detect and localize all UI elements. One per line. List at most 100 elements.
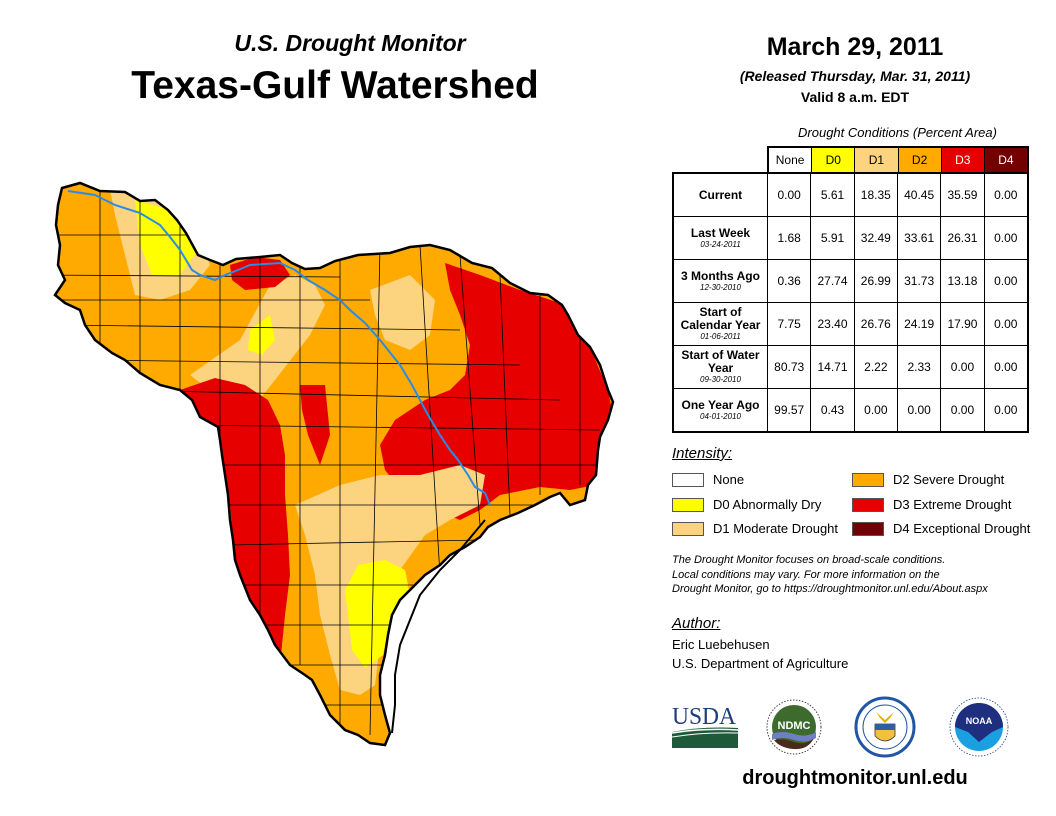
table-cell: 32.49 xyxy=(855,217,898,259)
svg-text:NDMC: NDMC xyxy=(778,720,811,732)
table-cell: 17.90 xyxy=(941,303,985,345)
legend-label: D0 Abnormally Dry xyxy=(713,497,822,512)
table-cell: 24.19 xyxy=(898,303,942,345)
legend-item-d3: D3 Extreme Drought xyxy=(852,497,1012,512)
drought-conditions-table: None D0 D1 D2 D3 D4 Current 0.00 5.61 18… xyxy=(672,146,1029,433)
svg-text:NOAA: NOAA xyxy=(966,716,993,726)
disclaimer-note: The Drought Monitor focuses on broad-sca… xyxy=(672,553,1042,597)
table-cell: 26.31 xyxy=(941,217,985,259)
legend-item-none: None xyxy=(672,472,744,487)
row-header: Start of Calendar Year 01-06-2011 xyxy=(674,303,768,345)
table-body: Current 0.00 5.61 18.35 40.45 35.59 0.00… xyxy=(672,172,1029,433)
legend-label: None xyxy=(713,472,745,487)
table-cell: 40.45 xyxy=(898,174,942,216)
legend-label: D2 Severe Drought xyxy=(893,472,1005,487)
table-row: Start of Calendar Year 01-06-2011 7.75 23… xyxy=(674,303,1027,346)
table-caption: Drought Conditions (Percent Area) xyxy=(798,125,997,140)
column-header-d3: D3 xyxy=(941,148,985,172)
column-header-d4: D4 xyxy=(984,148,1028,172)
legend-item-d0: D0 Abnormally Dry xyxy=(672,497,821,512)
table-cell: 0.00 xyxy=(994,317,1018,331)
legend-title: Intensity: xyxy=(672,445,733,462)
legend-item-d2: D2 Severe Drought xyxy=(852,472,1004,487)
table-cell: 0.00 xyxy=(994,231,1018,245)
table-cell: 0.00 xyxy=(941,346,985,388)
website-url[interactable]: droughtmonitor.unl.edu xyxy=(742,767,968,789)
legend-swatch xyxy=(672,472,704,487)
table-cell: 5.91 xyxy=(811,217,855,259)
row-date: 04-01-2010 xyxy=(700,411,741,421)
row-header: Start of Water Year 09-30-2010 xyxy=(674,346,768,388)
table-cell: 13.18 xyxy=(941,260,985,302)
column-header-d0: D0 xyxy=(812,148,856,172)
table-cell: 0.00 xyxy=(994,360,1018,374)
d3-area-west xyxy=(180,378,290,665)
table-cell: 99.57 xyxy=(768,389,812,431)
row-header: One Year Ago 04-01-2010 xyxy=(674,389,768,431)
river-line xyxy=(67,190,491,506)
ndmc-logo: NDMC xyxy=(766,699,822,755)
map-title: Texas-Gulf Watershed xyxy=(131,64,539,107)
table-cell: 0.00 xyxy=(994,188,1018,202)
column-header-d1: D1 xyxy=(855,148,899,172)
row-label: Last Week xyxy=(690,225,751,240)
legend-item-d4: D4 Exceptional Drought xyxy=(852,521,1030,536)
row-header: 3 Months Ago 12-30-2010 xyxy=(674,260,768,302)
drought-map xyxy=(53,181,615,747)
row-date: 09-30-2010 xyxy=(700,375,741,384)
table-cell: 0.36 xyxy=(768,260,812,302)
table-row: Last Week 03-24-2011 1.68 5.91 32.49 33.6… xyxy=(674,217,1027,260)
noaa-logo: NOAA xyxy=(949,697,1009,757)
column-header-d2: D2 xyxy=(898,148,942,172)
release-date: (Released Thursday, Mar. 31, 2011) xyxy=(739,68,971,84)
table-cell: 0.00 xyxy=(994,403,1018,417)
legend-swatch xyxy=(852,497,884,512)
author-name: Eric Luebehusen xyxy=(672,637,770,652)
row-label: Start of Calendar Year xyxy=(680,305,761,332)
table-cell: 33.61 xyxy=(898,217,942,259)
legend-swatch xyxy=(852,521,884,536)
table-cell: 35.59 xyxy=(941,174,985,216)
row-label: One Year Ago xyxy=(681,397,760,412)
legend-swatch xyxy=(672,497,704,512)
table-cell: 26.99 xyxy=(855,260,898,302)
table-cell: 26.76 xyxy=(855,303,898,345)
map-date: March 29, 2011 xyxy=(766,33,944,61)
table-row: 3 Months Ago 12-30-2010 0.36 27.74 26.99 … xyxy=(674,260,1027,303)
legend-swatch xyxy=(672,521,704,536)
row-date: 12-30-2010 xyxy=(700,282,741,292)
usda-logo: USDA xyxy=(672,704,738,748)
author-label: Author: xyxy=(672,615,721,632)
d0-area-central xyxy=(248,315,275,355)
table-cell: 80.73 xyxy=(768,346,812,388)
table-cell: 14.71 xyxy=(811,346,855,388)
note-line: The Drought Monitor focuses on broad-sca… xyxy=(672,554,946,566)
table-cell: 0.00 xyxy=(994,274,1018,288)
table-row: Start of Water Year 09-30-2010 80.73 14.7… xyxy=(674,346,1027,389)
table-cell: 0.00 xyxy=(898,389,942,431)
table-cell: 2.33 xyxy=(898,346,942,388)
row-header: Last Week 03-24-2011 xyxy=(674,217,768,259)
watershed-outline xyxy=(53,181,615,747)
d1-area-north-central xyxy=(370,275,435,350)
barrier-island xyxy=(391,519,486,734)
row-header: Current xyxy=(674,174,768,216)
table-cell: 27.74 xyxy=(811,260,855,302)
d3-area-west-central xyxy=(300,385,330,465)
note-line: Drought Monitor, go to https://droughtmo… xyxy=(672,583,988,595)
note-line: Local conditions may vary. For more info… xyxy=(672,568,940,581)
table-cell: 31.73 xyxy=(898,260,942,302)
table-header-row: None D0 D1 D2 D3 D4 xyxy=(767,146,1029,172)
table-row: One Year Ago 04-01-2010 99.57 0.43 0.00 0… xyxy=(674,389,1027,431)
table-cell: 2.22 xyxy=(855,346,898,388)
map-subtitle: U.S. Drought Monitor xyxy=(234,30,466,56)
row-date: 03-24-2011 xyxy=(700,239,741,249)
d3-area-east xyxy=(380,263,613,520)
table-cell: 0.00 xyxy=(768,174,812,216)
table-cell: 23.40 xyxy=(811,303,855,345)
table-cell: 18.35 xyxy=(855,174,898,216)
county-boundaries xyxy=(55,183,601,736)
author-organization: U.S. Department of Agriculture xyxy=(672,656,849,671)
legend-item-d1: D1 Moderate Drought xyxy=(672,521,838,536)
table-cell: 0.00 xyxy=(941,389,985,431)
